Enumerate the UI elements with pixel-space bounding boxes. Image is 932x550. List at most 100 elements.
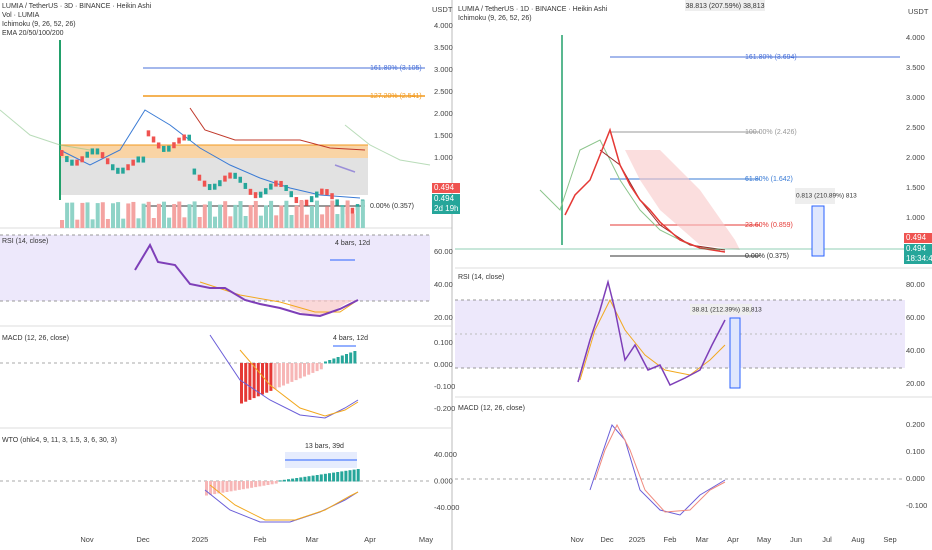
candle: [60, 150, 64, 156]
candle: [105, 158, 110, 165]
macd-bar: [273, 363, 277, 390]
time-axis-label: Dec: [136, 535, 150, 544]
price-axis-label: 1.000: [434, 153, 453, 162]
volume-bar: [172, 204, 177, 228]
rsi-axis-label: 20.00: [434, 313, 453, 322]
time-axis-label: Apr: [364, 535, 376, 544]
candle: [309, 196, 314, 203]
candle: [213, 183, 217, 190]
candle: [269, 183, 273, 190]
wto-bar: [299, 477, 303, 482]
candle: [131, 159, 135, 166]
price-tag-label: 0.494: [906, 244, 927, 253]
volume-bar: [207, 201, 212, 228]
candle: [111, 164, 115, 171]
candle: [100, 152, 105, 159]
volume-bar: [309, 206, 314, 228]
wt1: [204, 489, 359, 523]
volume-bar: [340, 206, 345, 228]
volume-bar: [167, 217, 172, 228]
candle: [162, 145, 166, 152]
header-text: Vol · LUMIA: [2, 12, 40, 19]
wto-bar: [352, 469, 356, 482]
time-axis-label: May: [757, 535, 771, 544]
measure-label: 4 bars, 12d: [335, 240, 370, 247]
macd-bar: [319, 363, 323, 370]
price-axis-label: 4.000: [434, 21, 453, 30]
volume-bar: [162, 201, 166, 228]
candle: [95, 148, 100, 155]
volume-bar: [243, 215, 248, 228]
candle: [121, 167, 125, 174]
candle: [70, 159, 74, 166]
wto-bar: [221, 481, 225, 493]
histogram: [240, 351, 357, 404]
macd-bar: [294, 363, 298, 381]
volume-bar: [258, 215, 263, 228]
volume-bar: [360, 200, 365, 228]
wto-bar: [229, 481, 233, 492]
time-axis-label: Sep: [883, 535, 896, 544]
candle: [233, 172, 237, 179]
macd-bar: [277, 363, 281, 388]
candle: [279, 180, 283, 187]
fill: [290, 300, 355, 316]
price-axis-label: 3.000: [434, 65, 453, 74]
candle: [315, 191, 319, 198]
volume-bar: [213, 216, 217, 228]
measure: [729, 317, 741, 389]
macd-axis-label: 0.000: [906, 474, 925, 483]
macd-bar: [336, 357, 340, 364]
candle: [75, 159, 79, 166]
rsi-axis-label: 40.00: [906, 346, 925, 355]
candle: [167, 145, 171, 152]
ema: [59, 109, 361, 199]
macd-axis-label: -0.100: [906, 501, 927, 510]
time-axis-label: Apr: [727, 535, 739, 544]
time-axis-label: Nov: [80, 535, 94, 544]
macd-bar: [324, 361, 327, 364]
rsi-line: [134, 242, 359, 318]
volume-bar: [345, 200, 350, 228]
volume-bar: [299, 200, 304, 228]
wto-bar: [311, 475, 315, 482]
price-tag: [432, 194, 460, 204]
candle: [156, 142, 161, 149]
volume-bar: [269, 200, 274, 228]
volume-bar: [60, 220, 64, 228]
volume-bar: [223, 201, 228, 228]
volume-bar: [156, 203, 161, 228]
wto-bar: [348, 470, 352, 482]
candle: [238, 176, 242, 183]
macd-bar: [290, 363, 294, 382]
pane-title: MACD (12, 26, close): [2, 335, 69, 342]
price-axis-label: 3.000: [906, 93, 925, 102]
price-axis-label: 2.000: [906, 153, 925, 162]
rsi-line: [577, 279, 726, 386]
volume-bar: [80, 202, 85, 228]
volume-bar: [100, 202, 105, 228]
volume-bar: [131, 201, 136, 228]
candle: [243, 182, 248, 189]
price-axis-label: 1.500: [906, 183, 925, 192]
candle: [289, 191, 293, 198]
macd-bar: [298, 363, 302, 379]
price-axis-label: 3.500: [434, 43, 453, 52]
price-tag: [432, 204, 460, 214]
time-axis-label: Feb: [254, 535, 267, 544]
macd-bar: [256, 363, 260, 397]
pane-title: RSI (14, close): [458, 274, 504, 281]
fib-label: 161.80% (3.105): [370, 65, 422, 72]
wto-bar: [295, 478, 299, 482]
histogram: [205, 469, 360, 496]
fib-label: 100.00% (2.426): [745, 129, 797, 136]
rsi-axis-label: 40.00: [434, 280, 453, 289]
candle: [335, 199, 339, 206]
volume-bar: [182, 217, 187, 228]
candle: [141, 156, 146, 163]
candle: [294, 197, 299, 204]
measure-box: [795, 188, 835, 204]
top-label: 38.813 (207.59%) 38,813: [685, 3, 764, 10]
volume-bar: [294, 205, 299, 228]
